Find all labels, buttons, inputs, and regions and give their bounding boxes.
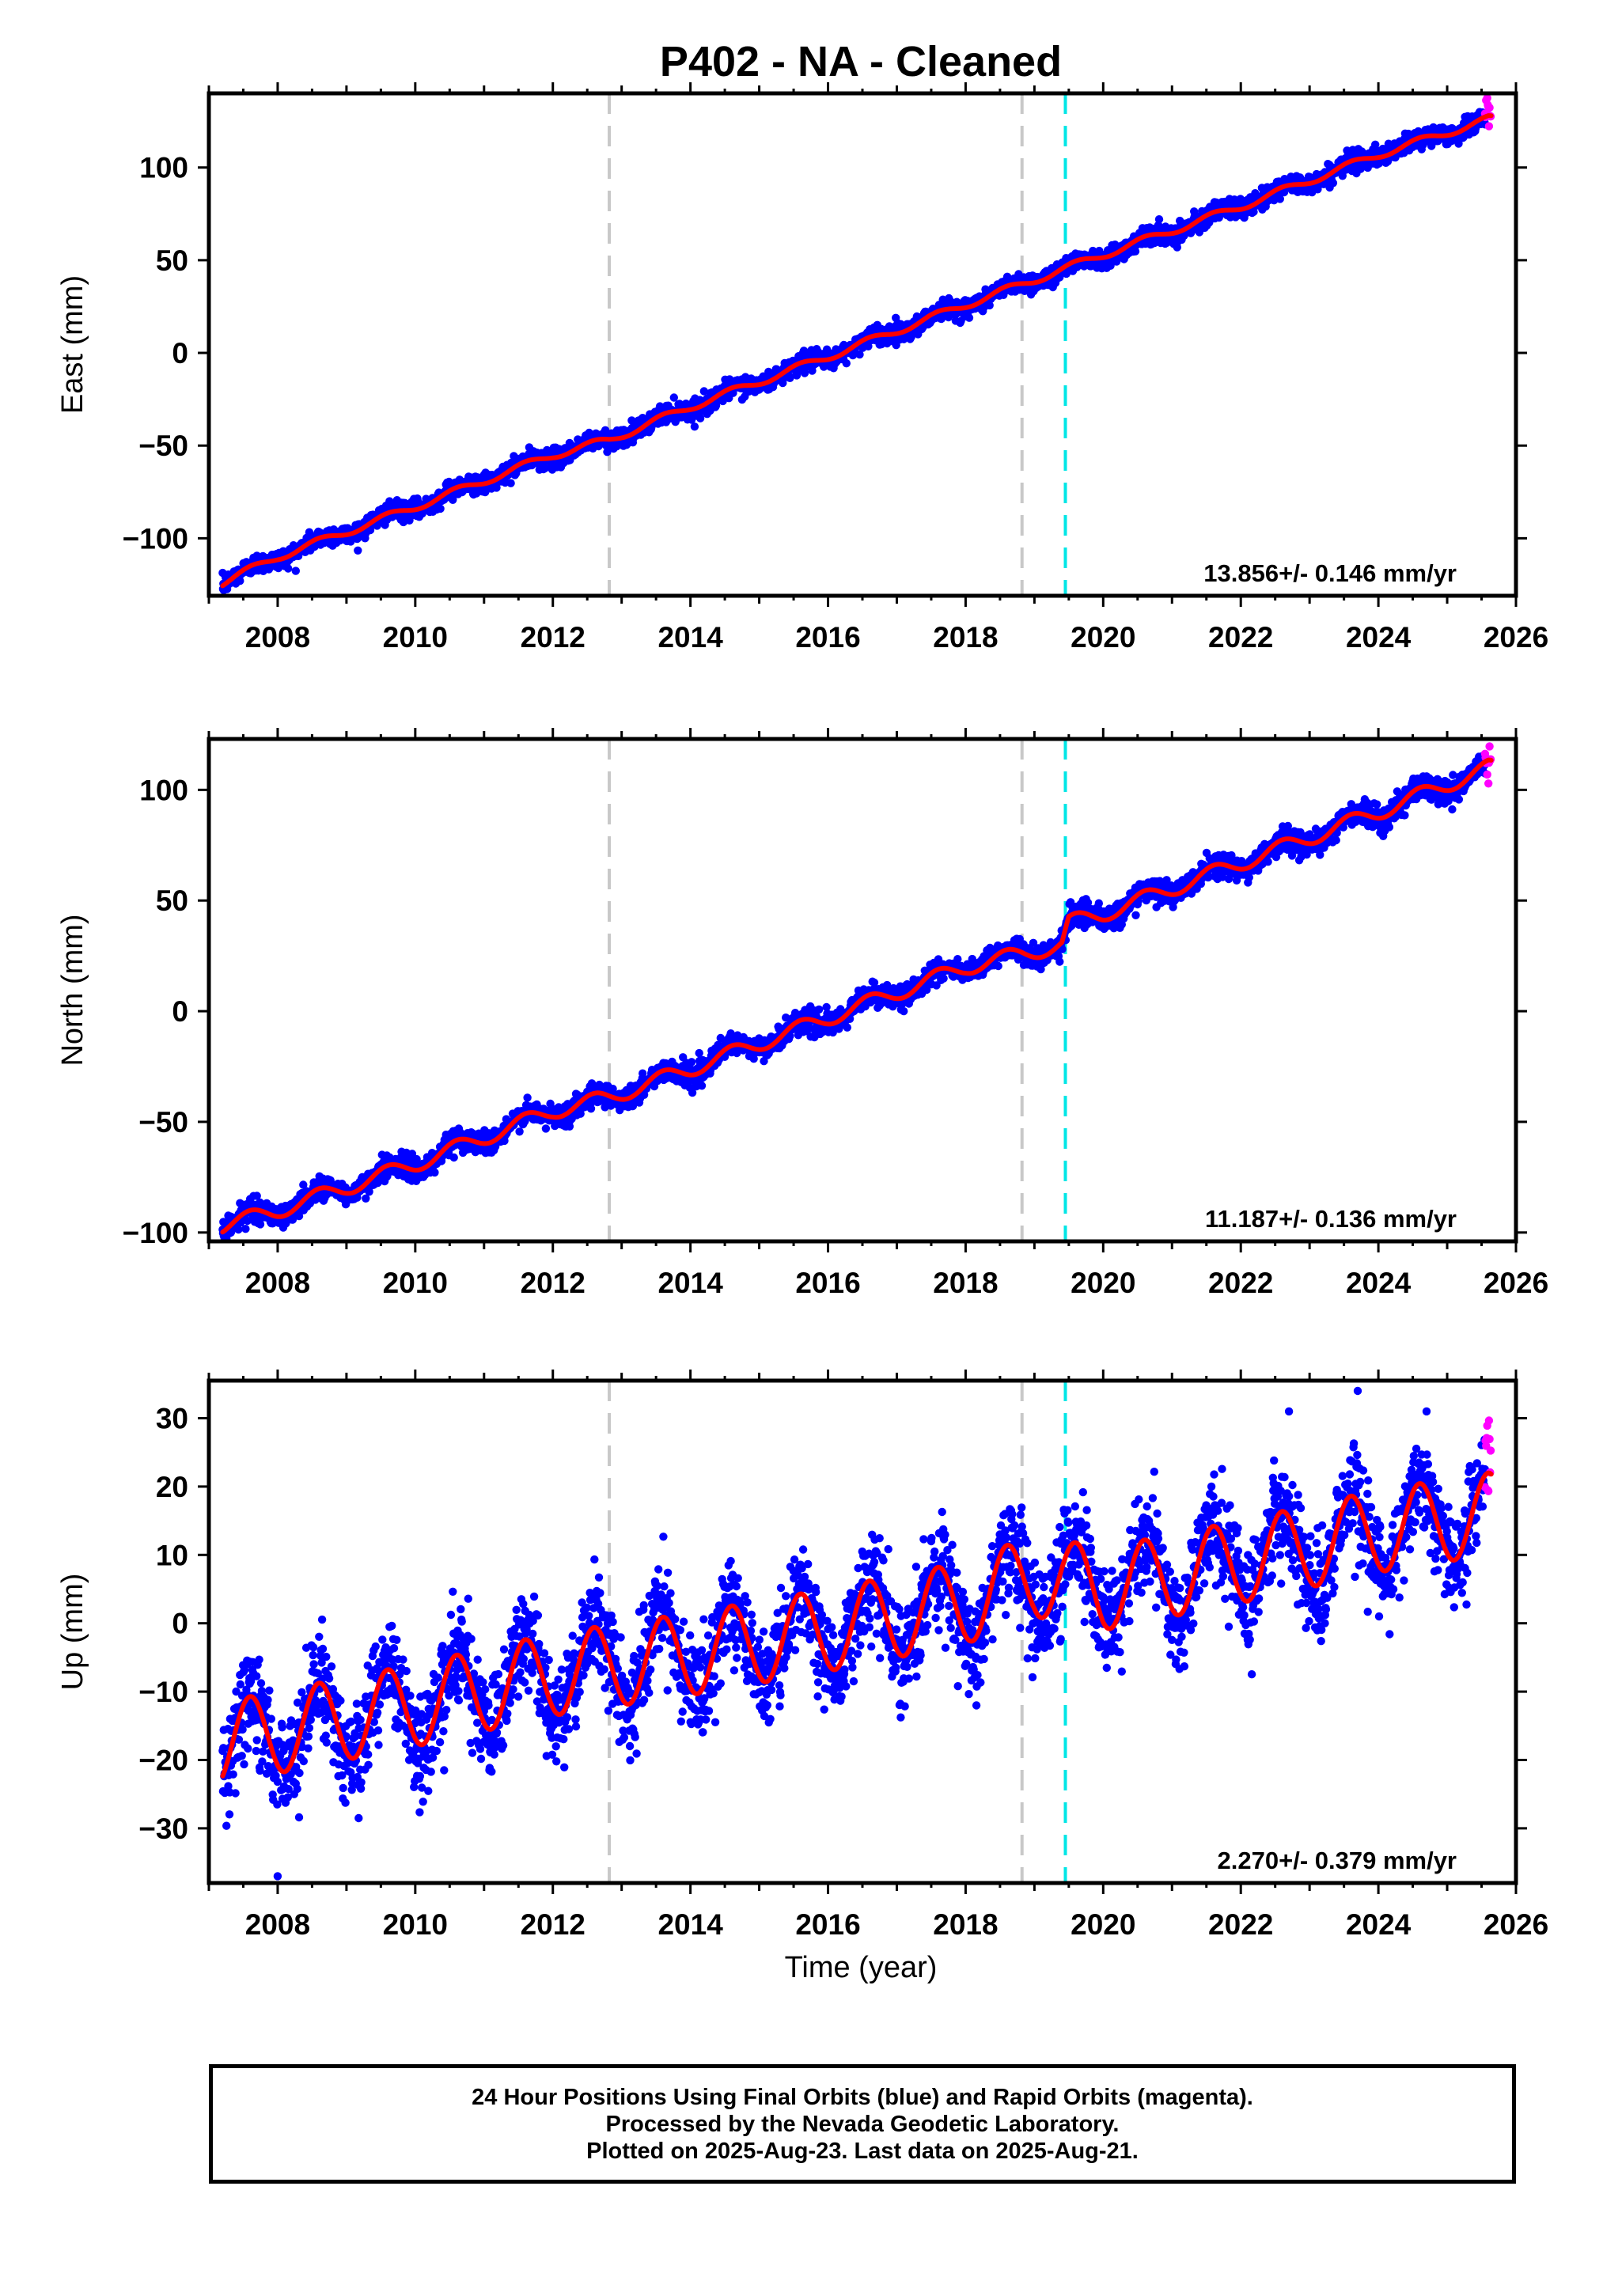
data-point-rapid [1484,122,1494,131]
data-point-final [449,1153,458,1162]
data-point-final [436,504,445,513]
panels: 2008 2010 2012 2014 2016 2018 2020 2022 2024 2026… [56,82,1548,1941]
data-point-final [586,1104,596,1113]
data-point-final [699,387,708,396]
x-tick-label: 2008 [245,621,310,654]
x-tick-label: 2010 [383,621,448,654]
data-point-final [669,393,678,402]
data-point-rapid [1485,103,1494,112]
y-tick-label: 50 [156,244,188,277]
x-tick-label: 2022 [1208,621,1273,654]
data-point-final [964,313,974,322]
x-tick-label: 2012 [521,621,585,654]
data-point-final [697,1082,707,1090]
data-point-final [1154,215,1164,224]
x-tick-label: 2018 [933,621,998,654]
data-point-final [241,1225,250,1233]
data-point-final [523,1093,532,1102]
x-tick-label: 2024 [1346,621,1412,654]
y-tick-label: 100 [139,152,188,184]
plot-area-north [218,739,1495,1241]
data-point-final [718,396,727,406]
chart-title: P402 - NA - Cleaned [660,38,1062,85]
rate-annotation-east: 13.856+/- 0.146 mm/yr [1203,559,1457,587]
y-tick-label: −50 [138,430,188,462]
data-point-final [515,1127,524,1136]
plot-area-east [218,93,1495,596]
x-tick-label: 2020 [1071,621,1135,654]
x-tick-label: 2014 [657,621,723,654]
data-point-final [687,1058,696,1067]
data-point-final [492,483,501,492]
data-point-final [695,414,705,422]
data-point-final [603,448,612,457]
data-point-final [779,378,787,388]
data-point-final [284,564,293,573]
panel-east: 2008 2010 2012 2014 2016 2018 2020 2022 2024 2026… [56,82,1548,654]
y-tick-label: 0 [172,337,188,369]
data-point-final [291,566,300,575]
y-tick-label: −100 [123,522,188,555]
data-point-final [236,577,244,585]
data-point-final [842,359,851,368]
y-axis-label-east: East (mm) [56,275,89,414]
data-point-final [506,479,515,487]
data-point-final [1328,179,1338,188]
data-point-final [541,1124,551,1133]
x-tick-label: 2016 [795,621,860,654]
data-point-final [690,422,699,431]
panel-north: 2008 2010 2012 2014 2016 2018 2020 2022 2024 2026… [56,728,1548,1299]
data-point-final [695,1048,703,1058]
series-final-orbits [218,108,1490,595]
x-tick-label: 2026 [1484,621,1548,654]
data-point-final [354,546,362,555]
data-point-final [430,1168,439,1177]
